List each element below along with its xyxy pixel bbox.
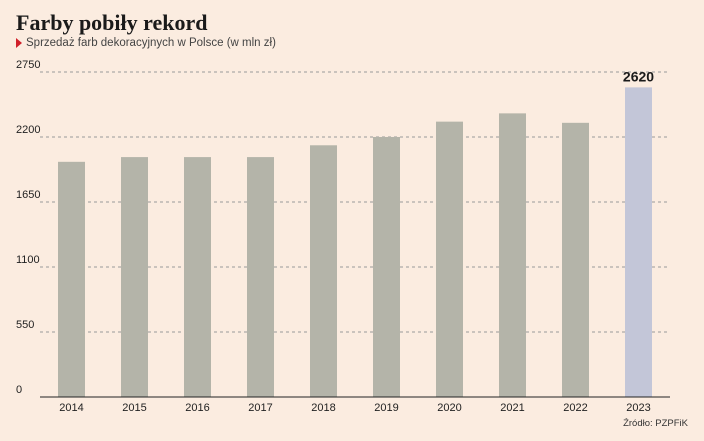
- y-tick-label: 2750: [16, 59, 40, 71]
- bar: [310, 145, 337, 397]
- y-tick-label: 1650: [16, 189, 40, 201]
- x-tick-label: 2023: [626, 402, 650, 414]
- bar: [562, 122, 589, 398]
- source-note: Źródło: PZPFiK: [623, 418, 688, 429]
- bar: [58, 161, 85, 397]
- bar: [499, 113, 526, 397]
- data-label: 2620: [623, 68, 654, 84]
- x-tick-label: 2020: [437, 402, 461, 414]
- triangle-marker-icon: [16, 38, 22, 48]
- bar: [373, 137, 400, 397]
- subtitle-text: Sprzedaż farb dekoracyjnych w Polsce (w …: [26, 37, 276, 49]
- y-tick-label: 0: [16, 384, 22, 396]
- bar: [184, 157, 211, 397]
- x-tick-label: 2017: [248, 402, 272, 414]
- x-tick-label: 2021: [500, 402, 524, 414]
- bar: [121, 157, 148, 397]
- x-tick-label: 2022: [563, 402, 587, 414]
- y-tick-label: 550: [16, 319, 34, 331]
- x-tick-label: 2015: [122, 402, 146, 414]
- y-tick-label: 2200: [16, 124, 40, 136]
- y-tick-label: 1100: [16, 254, 40, 266]
- x-tick-label: 2018: [311, 402, 335, 414]
- bar: [436, 121, 463, 398]
- bar: [625, 87, 652, 397]
- x-tick-label: 2019: [374, 402, 398, 414]
- chart-subtitle: Sprzedaż farb dekoracyjnych w Polsce (w …: [16, 36, 276, 50]
- x-tick-label: 2014: [59, 402, 83, 414]
- bar: [247, 157, 274, 397]
- chart-title: Farby pobiły rekord: [16, 10, 208, 35]
- x-tick-label: 2016: [185, 402, 209, 414]
